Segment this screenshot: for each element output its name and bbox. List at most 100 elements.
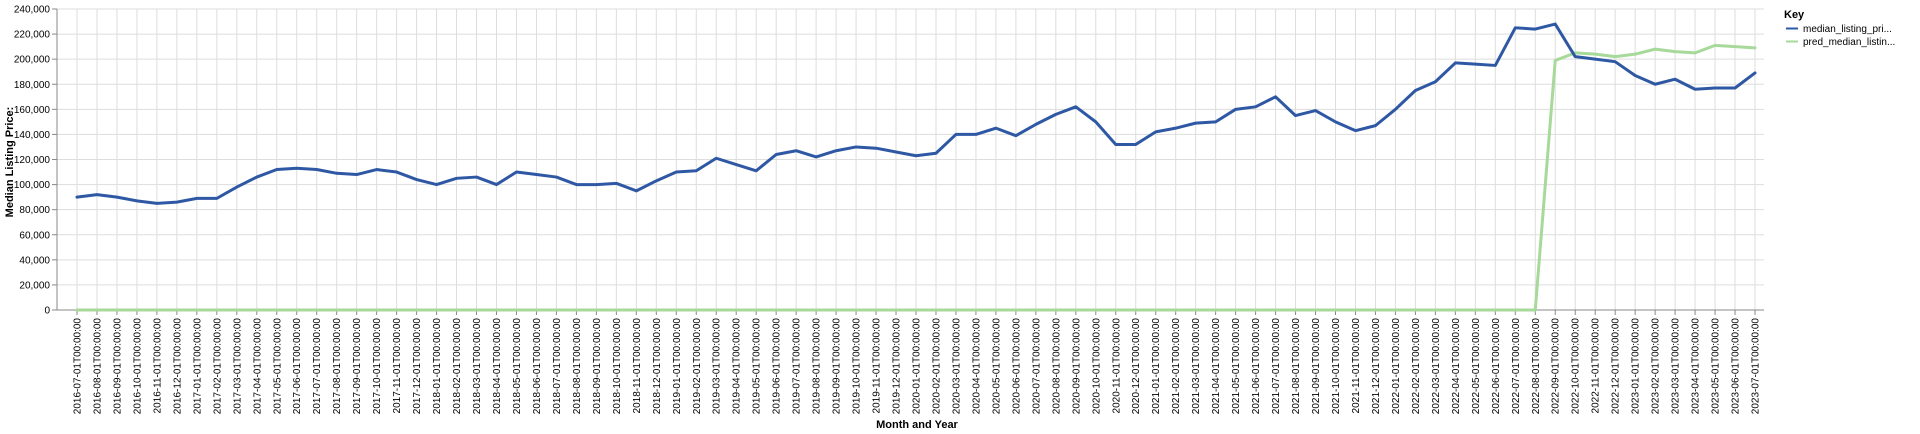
x-tick-label: 2020-02-01T00:00:00 — [931, 318, 942, 415]
x-tick-label: 2017-08-01T00:00:00 — [332, 318, 343, 415]
x-tick-label: 2017-03-01T00:00:00 — [232, 318, 243, 415]
y-tick-label: 40,000 — [19, 255, 50, 266]
x-tick-label: 2022-01-01T00:00:00 — [1391, 318, 1402, 415]
x-tick-label: 2023-07-01T00:00:00 — [1751, 318, 1762, 415]
x-tick-label: 2016-09-01T00:00:00 — [112, 318, 123, 415]
x-tick-label: 2020-03-01T00:00:00 — [951, 318, 962, 415]
x-tick-label: 2016-11-01T00:00:00 — [152, 318, 163, 414]
x-tick-label: 2019-09-01T00:00:00 — [832, 318, 843, 415]
x-tick-label: 2017-12-01T00:00:00 — [412, 318, 423, 415]
x-tick-label: 2020-11-01T00:00:00 — [1111, 318, 1122, 414]
x-tick-label: 2021-02-01T00:00:00 — [1171, 318, 1182, 415]
x-tick-label: 2018-05-01T00:00:00 — [512, 318, 523, 415]
series-layer — [75, 22, 1757, 312]
x-tick-label: 2022-05-01T00:00:00 — [1471, 318, 1482, 415]
x-tick-label: 2018-07-01T00:00:00 — [552, 318, 563, 415]
y-tick-label: 140,000 — [14, 130, 51, 141]
x-tick-label: 2022-07-01T00:00:00 — [1511, 318, 1522, 415]
x-tick-label: 2019-08-01T00:00:00 — [812, 318, 823, 415]
x-tick-label: 2017-05-01T00:00:00 — [272, 318, 283, 415]
x-tick-label: 2017-04-01T00:00:00 — [252, 318, 263, 415]
x-tick-label: 2021-08-01T00:00:00 — [1291, 318, 1302, 415]
x-tick-label: 2016-07-01T00:00:00 — [73, 318, 84, 415]
x-tick-label: 2017-01-01T00:00:00 — [192, 318, 203, 415]
series-line-0 — [75, 22, 1757, 205]
x-tick-label: 2023-01-01T00:00:00 — [1631, 318, 1642, 415]
x-tick-label: 2016-08-01T00:00:00 — [92, 318, 103, 415]
y-tick-label: 60,000 — [19, 230, 50, 241]
x-tick-label: 2023-02-01T00:00:00 — [1651, 318, 1662, 415]
x-tick-label: 2019-12-01T00:00:00 — [892, 318, 903, 415]
x-tick-label: 2018-04-01T00:00:00 — [492, 318, 503, 415]
x-tick-label: 2019-07-01T00:00:00 — [792, 318, 803, 415]
x-tick-label: 2019-06-01T00:00:00 — [772, 318, 783, 415]
x-tick-label: 2018-11-01T00:00:00 — [632, 318, 643, 414]
x-tick-label: 2022-06-01T00:00:00 — [1491, 318, 1502, 415]
x-tick-label: 2020-09-01T00:00:00 — [1071, 318, 1082, 415]
x-tick-label: 2017-06-01T00:00:00 — [292, 318, 303, 415]
x-tick-label: 2018-03-01T00:00:00 — [472, 318, 483, 415]
x-tick-label: 2021-03-01T00:00:00 — [1191, 318, 1202, 415]
y-tick-label: 180,000 — [14, 80, 51, 91]
x-tick-label: 2020-04-01T00:00:00 — [971, 318, 982, 415]
y-tick-label: 80,000 — [19, 205, 50, 216]
x-tick-label: 2022-10-01T00:00:00 — [1571, 318, 1582, 415]
x-tick-label: 2023-05-01T00:00:00 — [1711, 318, 1722, 415]
y-tick-label: 20,000 — [19, 280, 50, 291]
x-tick-label: 2017-02-01T00:00:00 — [212, 318, 223, 415]
x-tick-label: 2020-12-01T00:00:00 — [1131, 318, 1142, 415]
x-tick-label: 2022-11-01T00:00:00 — [1591, 318, 1602, 414]
x-tick-label: 2021-07-01T00:00:00 — [1271, 318, 1282, 415]
x-tick-label: 2017-10-01T00:00:00 — [372, 318, 383, 415]
x-tick-label: 2022-03-01T00:00:00 — [1431, 318, 1442, 415]
x-tick-label: 2021-10-01T00:00:00 — [1331, 318, 1342, 415]
x-tick-label: 2018-06-01T00:00:00 — [532, 318, 543, 415]
x-tick-label: 2018-01-01T00:00:00 — [432, 318, 443, 415]
x-tick-label: 2019-01-01T00:00:00 — [672, 318, 683, 415]
series-line-1 — [75, 43, 1757, 312]
y-tick-label: 160,000 — [14, 105, 51, 116]
x-tick-label: 2016-10-01T00:00:00 — [132, 318, 143, 415]
x-tick-label: 2020-06-01T00:00:00 — [1011, 318, 1022, 415]
x-tick-label: 2018-08-01T00:00:00 — [572, 318, 583, 415]
y-tick-label: 0 — [44, 306, 50, 317]
x-tick-label: 2023-03-01T00:00:00 — [1671, 318, 1682, 415]
x-tick-label: 2022-02-01T00:00:00 — [1411, 318, 1422, 415]
x-tick-label: 2017-11-01T00:00:00 — [392, 318, 403, 414]
x-tick-label: 2022-04-01T00:00:00 — [1451, 318, 1462, 415]
x-tick-label: 2020-10-01T00:00:00 — [1091, 318, 1102, 415]
y-tick-label: 240,000 — [14, 5, 51, 16]
x-tick-label: 2021-04-01T00:00:00 — [1211, 318, 1222, 415]
x-tick-label: 2018-10-01T00:00:00 — [612, 318, 623, 415]
y-tick-label: 120,000 — [14, 155, 51, 166]
x-tick-label: 2023-06-01T00:00:00 — [1731, 318, 1742, 415]
gridlines — [57, 8, 1764, 311]
legend-label: median_listing_pri... — [1803, 24, 1892, 35]
x-tick-label: 2021-05-01T00:00:00 — [1231, 318, 1242, 415]
legend-title: Key — [1784, 9, 1805, 21]
y-tick-label: 100,000 — [14, 180, 51, 191]
x-tick-label: 2021-11-01T00:00:00 — [1351, 318, 1362, 414]
x-tick-label: 2022-09-01T00:00:00 — [1551, 318, 1562, 415]
y-axis: 0 20,000 40,000 60,000 80,000 100,000 120,000 1… — [14, 5, 58, 317]
x-tick-label: 2016-12-01T00:00:00 — [172, 318, 183, 415]
x-tick-label: 2020-01-01T00:00:00 — [912, 318, 923, 415]
x-tick-label: 2018-02-01T00:00:00 — [452, 318, 463, 415]
x-tick-label: 2017-07-01T00:00:00 — [312, 318, 323, 415]
y-axis-title: Median Listing Price: — [4, 107, 16, 218]
x-tick-label: 2021-06-01T00:00:00 — [1251, 318, 1262, 415]
x-tick-label: 2023-04-01T00:00:00 — [1691, 318, 1702, 415]
legend: Key median_listing_pri... pred_median_lis… — [1784, 9, 1895, 48]
x-axis: 2016-07-01T00:00:00 2016-08-01T00:00:00 20… — [57, 309, 1764, 415]
x-tick-label: 2017-09-01T00:00:00 — [352, 318, 363, 415]
x-tick-label: 2020-05-01T00:00:00 — [991, 318, 1002, 415]
x-tick-label: 2021-01-01T00:00:00 — [1151, 318, 1162, 415]
x-tick-label: 2019-10-01T00:00:00 — [852, 318, 863, 415]
x-tick-label: 2019-11-01T00:00:00 — [872, 318, 883, 414]
x-tick-label: 2022-08-01T00:00:00 — [1531, 318, 1542, 415]
x-tick-label: 2019-02-01T00:00:00 — [692, 318, 703, 415]
legend-label: pred_median_listin... — [1803, 37, 1895, 48]
y-tick-label: 220,000 — [14, 30, 51, 41]
x-tick-label: 2021-09-01T00:00:00 — [1311, 318, 1322, 415]
